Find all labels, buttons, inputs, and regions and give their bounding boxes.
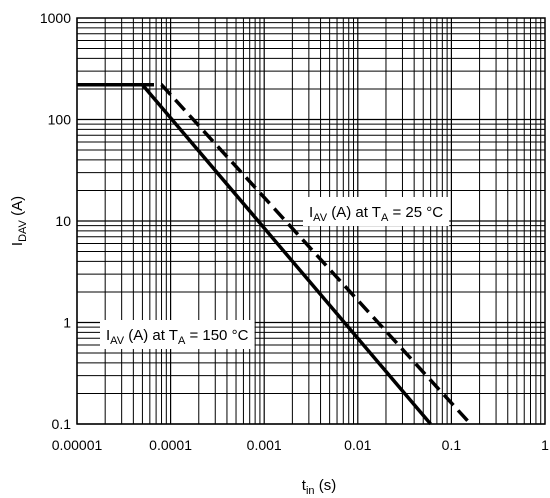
annotation-part: A (381, 212, 389, 224)
y-tick-label: 1000 (40, 10, 71, 26)
y-axis-label: IDAV (A) (9, 196, 29, 246)
annotation-bg (303, 197, 450, 226)
annotation-part: AV (110, 335, 125, 347)
y-tick-label: 100 (48, 112, 72, 128)
annotation-bg (100, 320, 255, 349)
annotation-part: = 150 °C (185, 327, 248, 344)
x-tick-label: 1 (541, 437, 549, 453)
annotation-part: (A) at T (327, 204, 381, 221)
plot-frame (76, 17, 546, 425)
annotation-text: IAV (A) at TA = 25 °C (309, 204, 443, 224)
annotation-part: A (178, 335, 186, 347)
annotation-0: IAV (A) at TA = 25 °C (303, 197, 450, 226)
annotation-text: IAV (A) at TA = 150 °C (106, 327, 249, 347)
x-axis-label-sub: in (306, 485, 315, 497)
annotation-part: I (106, 327, 110, 344)
series-layer (77, 82, 472, 426)
y-axis-label-main: I (9, 242, 26, 246)
annotation-1: IAV (A) at TA = 150 °C (100, 320, 255, 349)
y-tick-label: 0.1 (52, 416, 72, 432)
annotation-part: (A) at T (124, 327, 178, 344)
y-tick-labels: 0.1 1 10 100 1000 (40, 10, 71, 432)
x-axis-label-unit: (s) (319, 477, 337, 494)
annotation-part: I (309, 204, 313, 221)
x-tick-labels: 0.00001 0.0001 0.001 0.01 0.1 1 (52, 437, 549, 453)
x-tick-label: 0.00001 (52, 437, 103, 453)
y-tick-label: 1 (63, 315, 71, 331)
y-axis-label-unit: (A) (9, 196, 26, 216)
annotation-part: = 25 °C (388, 204, 443, 221)
x-axis-label: tin (s) (302, 477, 336, 497)
y-axis-label-sub: DAV (17, 219, 29, 241)
x-tick-label: 0.01 (344, 437, 371, 453)
x-tick-label: 0.001 (247, 437, 282, 453)
series-line-1 (77, 82, 472, 426)
y-tick-label: 10 (55, 213, 71, 229)
annotation-part: AV (313, 212, 328, 224)
x-axis-label-main: t (302, 477, 307, 494)
x-tick-label: 0.0001 (149, 437, 192, 453)
x-tick-label: 0.1 (442, 437, 462, 453)
